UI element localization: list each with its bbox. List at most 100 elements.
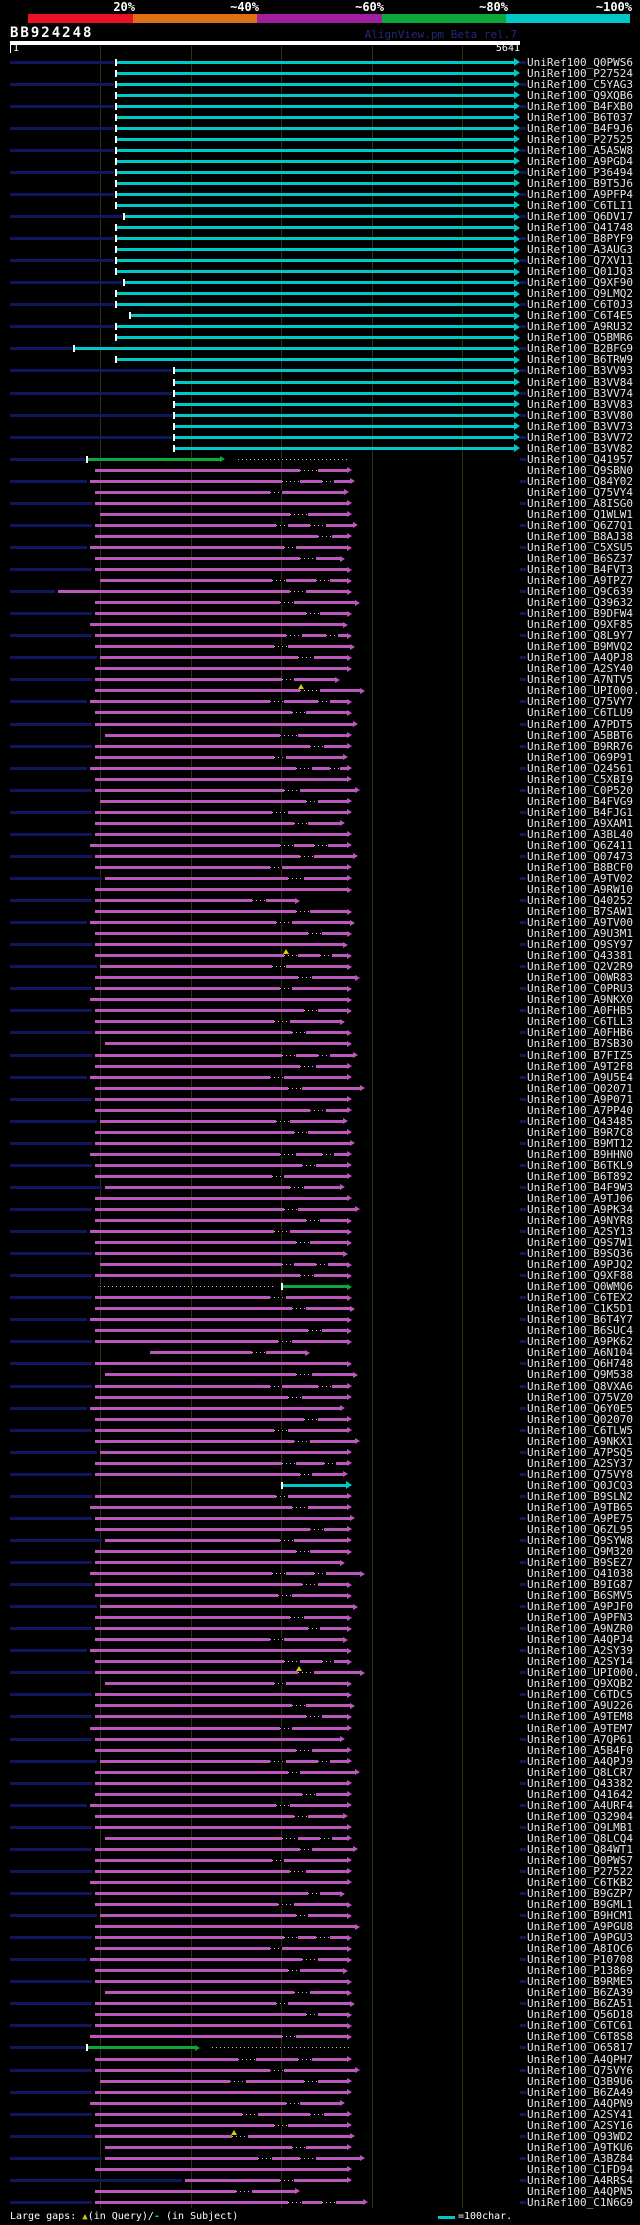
subject-label[interactable]: UniRef100_Q9XF90 — [527, 276, 633, 290]
subject-label[interactable]: UniRef100_A9PJQ2 — [527, 1258, 633, 1272]
hsp-bar[interactable] — [175, 424, 514, 428]
subject-label[interactable]: UniRef100_A7PP40 — [527, 1103, 633, 1117]
subject-label[interactable]: UniRef100_Q84Y02 — [527, 474, 633, 488]
hsp-bar[interactable] — [95, 1516, 350, 1520]
hsp-bar[interactable] — [131, 314, 514, 318]
subject-label[interactable]: UniRef100_Q9XF88 — [527, 1269, 633, 1283]
subject-label[interactable]: UniRef100_A9XAM1 — [527, 816, 633, 830]
subject-label[interactable]: UniRef100_Q0WMQ6 — [527, 1280, 633, 1294]
subject-label[interactable]: UniRef100_Q32904 — [527, 1809, 633, 1823]
hsp-bar[interactable] — [95, 1770, 355, 1774]
subject-label[interactable]: UniRef100_A9PFN3 — [527, 1611, 633, 1625]
subject-label[interactable]: UniRef100_B6SMV5 — [527, 1589, 633, 1603]
hsp-bar[interactable] — [95, 832, 348, 836]
subject-label[interactable]: UniRef100_A2SY14 — [527, 1655, 633, 1669]
subject-label[interactable]: UniRef100_A9TB65 — [527, 1500, 633, 1514]
hsp-bar[interactable] — [95, 2167, 348, 2171]
subject-label[interactable]: UniRef100_A4QPN5 — [527, 2184, 633, 2198]
hsp-bar[interactable] — [104, 733, 348, 737]
subject-label[interactable]: UniRef100_Q1WLW1 — [527, 507, 633, 521]
subject-label[interactable]: UniRef100_B3VV72 — [527, 430, 633, 444]
subject-label[interactable]: UniRef100_Q41748 — [527, 221, 633, 234]
hsp-bar[interactable] — [95, 1925, 355, 1929]
hsp-bar[interactable] — [95, 1638, 344, 1642]
subject-label[interactable]: UniRef100_B8BCF0 — [527, 860, 633, 874]
subject-label[interactable]: UniRef100_A4QPH7 — [527, 2052, 633, 2066]
subject-label[interactable]: UniRef100_A4QPJ4 — [527, 1633, 633, 1647]
subject-label[interactable]: UniRef100_A9NKX0 — [527, 993, 633, 1007]
hsp-bar[interactable] — [175, 391, 514, 395]
subject-label[interactable]: UniRef100_B7FIZ5 — [527, 1048, 633, 1062]
subject-label[interactable]: UniRef100_A7PSQ5 — [527, 1445, 633, 1459]
subject-label[interactable]: UniRef100_C6TKB2 — [527, 1875, 633, 1889]
hsp-bar[interactable] — [95, 1892, 340, 1895]
hsp-bar[interactable] — [90, 479, 350, 483]
hsp-bar[interactable] — [104, 1185, 340, 1189]
subject-label[interactable]: UniRef100_C6T0J3 — [527, 298, 633, 312]
subject-label[interactable]: UniRef100_Q7XV11 — [527, 254, 633, 268]
subject-label[interactable]: UniRef100_Q41038 — [527, 1567, 633, 1580]
subject-label[interactable]: UniRef100_C0PRU3 — [527, 982, 633, 996]
subject-label[interactable]: UniRef100_O65817 — [527, 2041, 633, 2055]
hsp-bar[interactable] — [117, 148, 514, 152]
hsp-bar[interactable] — [99, 1263, 348, 1267]
subject-label[interactable]: UniRef100_A9PFP4 — [527, 187, 633, 201]
hsp-bar[interactable] — [117, 181, 514, 185]
hsp-bar[interactable] — [95, 1947, 348, 1951]
hsp-bar[interactable] — [99, 799, 348, 803]
hsp-bar[interactable] — [95, 954, 348, 958]
subject-label[interactable]: UniRef100_B2BFG9 — [527, 342, 633, 356]
subject-label[interactable]: UniRef100_Q5BMR6 — [527, 331, 633, 345]
subject-label[interactable]: UniRef100_B9HCM1 — [527, 1909, 633, 1922]
hsp-bar[interactable] — [117, 115, 514, 119]
subject-label[interactable]: UniRef100_A9TKU6 — [527, 2140, 633, 2154]
hsp-bar[interactable] — [57, 590, 348, 594]
subject-label[interactable]: UniRef100_O24561 — [527, 761, 633, 775]
hsp-bar[interactable] — [175, 402, 514, 406]
hsp-bar[interactable] — [95, 755, 344, 759]
hsp-bar[interactable] — [150, 1351, 306, 1355]
subject-label[interactable]: UniRef100_A9TV02 — [527, 871, 633, 885]
hsp-bar[interactable] — [95, 1141, 350, 1145]
hsp-bar[interactable] — [117, 248, 514, 252]
subject-label[interactable]: UniRef100_P27524 — [527, 66, 633, 80]
subject-label[interactable]: UniRef100_B3VV82 — [527, 441, 633, 455]
subject-label[interactable]: UniRef100_A9PGU3 — [527, 1931, 633, 1945]
subject-label[interactable]: UniRef100_Q0PWS7 — [527, 1853, 633, 1867]
subject-label[interactable]: UniRef100_Q9LMB1 — [527, 1820, 633, 1834]
subject-label[interactable]: UniRef100_C6T8S8 — [527, 2030, 633, 2044]
subject-label[interactable]: UniRef100_B7SB30 — [527, 1037, 633, 1051]
subject-label[interactable]: UniRef100_A5B4F0 — [527, 1743, 633, 1757]
subject-label[interactable]: UniRef100_C6TLL3 — [527, 1015, 633, 1029]
hsp-bar[interactable] — [95, 2134, 350, 2138]
hsp-bar[interactable] — [95, 2024, 348, 2028]
hsp-bar[interactable] — [99, 965, 348, 969]
subject-label[interactable]: UniRef100_B9RR76 — [527, 739, 633, 753]
hsp-bar[interactable] — [95, 976, 355, 980]
hsp-bar[interactable] — [95, 1594, 348, 1598]
subject-label[interactable]: UniRef100_Q56D18 — [527, 2008, 633, 2022]
hsp-bar[interactable] — [90, 623, 344, 627]
hsp-bar[interactable] — [117, 303, 514, 307]
subject-label[interactable]: UniRef100_UPI000.. — [527, 1666, 640, 1680]
hsp-bar[interactable] — [90, 843, 348, 847]
subject-label[interactable]: UniRef100_A9RU32 — [527, 320, 633, 334]
subject-label[interactable]: UniRef100_A9P071 — [527, 1092, 633, 1106]
subject-label[interactable]: UniRef100_B9SLN2 — [527, 1489, 633, 1503]
hsp-bar[interactable] — [117, 336, 514, 340]
hsp-bar[interactable] — [95, 1737, 340, 1741]
subject-label[interactable]: UniRef100_B9RME5 — [527, 1975, 633, 1989]
subject-label[interactable]: UniRef100_Q07473 — [527, 849, 633, 863]
subject-label[interactable]: UniRef100_Q6ZL95 — [527, 1522, 633, 1536]
hsp-bar[interactable] — [90, 700, 348, 704]
hsp-bar[interactable] — [117, 71, 514, 75]
subject-label[interactable]: UniRef100_Q6Y0E5 — [527, 1401, 633, 1415]
subject-label[interactable]: UniRef100_Q6Z411 — [527, 838, 633, 852]
hsp-bar[interactable] — [95, 1847, 353, 1851]
hsp-bar[interactable] — [117, 325, 514, 329]
hsp-bar[interactable] — [95, 1031, 348, 1035]
hsp-bar[interactable] — [95, 1814, 344, 1818]
subject-label[interactable]: UniRef100_B4F9J6 — [527, 121, 633, 135]
subject-label[interactable]: UniRef100_B3VV83 — [527, 397, 633, 411]
hsp-bar[interactable] — [117, 358, 514, 362]
